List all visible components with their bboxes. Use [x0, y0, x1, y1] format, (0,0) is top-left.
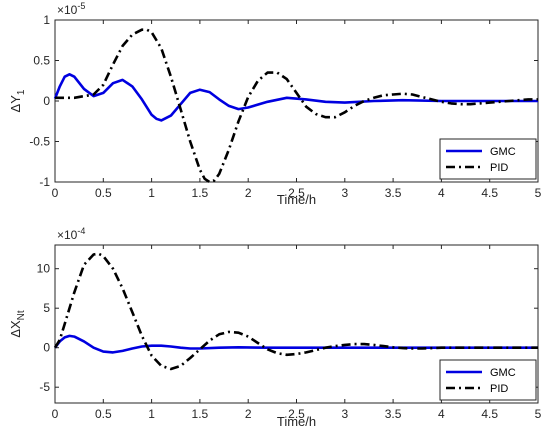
legend-label-pid: PID: [490, 162, 508, 174]
x-tick-label: 1.5: [192, 407, 209, 421]
x-tick-label: 1: [148, 186, 155, 200]
x-tick-label: 0: [52, 186, 59, 200]
x-tick-label: 0.5: [95, 407, 112, 421]
x-tick-label: 0: [52, 407, 59, 421]
x-tick-label: 5: [535, 186, 542, 200]
y-tick-label: 0: [43, 341, 50, 355]
y-tick-label: 5: [43, 301, 50, 315]
axis-exponent: ×10-5: [57, 1, 85, 17]
x-axis-label: Time/h: [277, 414, 316, 429]
y-tick-label: -0.5: [29, 135, 50, 149]
y-tick-label: 1: [43, 13, 50, 27]
series-line-pid: [53, 252, 538, 371]
x-tick-label: 4.5: [481, 407, 498, 421]
x-tick-label: 3.5: [385, 407, 402, 421]
chart-panel-1: 0 0.5 1 1.5 2 2.5 3 3.5 4 4.5 5 -1 -0.5 0 0.5 1 ×10-5 Tim…: [8, 1, 542, 207]
x-tick-label: 1: [148, 407, 155, 421]
series-line-gmc: [53, 334, 538, 354]
x-tick-label: 3.5: [385, 186, 402, 200]
y-tick-label: -1: [39, 175, 50, 189]
axis-exponent: ×10-4: [57, 226, 85, 242]
x-axis-label: Time/h: [277, 192, 316, 207]
x-tick-label: 2.5: [288, 186, 305, 200]
x-tick-label: 3: [341, 407, 348, 421]
legend-box: [439, 138, 537, 180]
y-axis-label: ΔY1: [8, 89, 27, 112]
legend-label-gmc: GMC: [490, 367, 516, 379]
x-tick-label: 1.5: [192, 186, 209, 200]
x-tick-label: 3: [341, 186, 348, 200]
x-tick-label: 5: [535, 407, 542, 421]
legend-label-pid: PID: [490, 383, 508, 395]
x-tick-label: 2: [245, 407, 252, 421]
x-tick-label: 2: [245, 186, 252, 200]
x-tick-label: 0.5: [95, 186, 112, 200]
y-tick-label: 10: [37, 262, 51, 276]
x-tick-label: 4: [438, 186, 445, 200]
series-line-gmc: [53, 73, 538, 122]
legend-box: [439, 359, 537, 401]
y-tick-label: -5: [39, 380, 50, 394]
legend-label-gmc: GMC: [490, 146, 516, 158]
y-tick-label: 0: [43, 94, 50, 108]
chart-panel-2: 0 0.5 1 1.5 2 2.5 3 3.5 4 4.5 5-50510×10-4Time/hΔX…: [8, 226, 542, 429]
y-axis-label: ΔXNt: [8, 310, 27, 338]
y-tick-label: 0.5: [33, 54, 50, 68]
series-line-pid: [55, 28, 538, 184]
x-tick-label: 2.5: [288, 407, 305, 421]
x-tick-label: 4.5: [481, 186, 498, 200]
x-tick-label: 4: [438, 407, 445, 421]
